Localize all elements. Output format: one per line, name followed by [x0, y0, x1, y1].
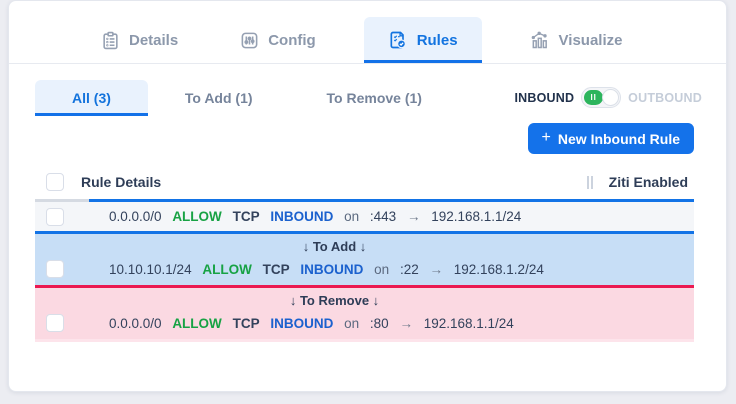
rule-source: 0.0.0.0/0 — [109, 209, 162, 224]
rule-action: ALLOW — [202, 261, 252, 277]
row-checkbox[interactable] — [46, 260, 64, 278]
main-tab-bar: Details Config — [9, 1, 726, 64]
new-inbound-rule-button[interactable]: + New Inbound Rule — [527, 123, 694, 154]
to-remove-section: ↓ To Remove ↓ 0.0.0.0/0 ALLOW TCP INBOUN… — [35, 288, 694, 342]
rule-direction: INBOUND — [300, 261, 364, 277]
toggle-on-indicator: II — [584, 90, 604, 105]
to-remove-section-label: ↓ To Remove ↓ — [289, 293, 380, 308]
rule-on-word: on — [344, 209, 360, 224]
arrow-right-icon: → — [406, 209, 421, 224]
to-add-top-border — [35, 231, 694, 234]
header-underline-gray — [35, 199, 89, 202]
subtab-to-remove[interactable]: To Remove (1) — [290, 80, 459, 116]
rule-details-text: 10.10.10.1/24 ALLOW TCP INBOUND on :22 →… — [109, 262, 551, 277]
rules-panel-card: Details Config — [8, 0, 727, 392]
tab-config-label: Config — [268, 31, 316, 49]
rule-direction: INBOUND — [270, 315, 334, 331]
rule-details-text: 0.0.0.0/0 ALLOW TCP INBOUND on :443 → 19… — [109, 209, 528, 224]
rule-source: 10.10.10.1/24 — [109, 261, 192, 277]
tab-visualize[interactable]: Visualize — [516, 17, 637, 63]
subtab-all[interactable]: All (3) — [35, 80, 148, 116]
row-checkbox[interactable] — [46, 314, 64, 332]
rules-table: Rule Details Ziti Enabled 0.0.0.0/0 ALLO… — [9, 165, 726, 342]
rule-details-text: 0.0.0.0/0 ALLOW TCP INBOUND on :80 → 192… — [109, 316, 521, 331]
button-row: + New Inbound Rule — [9, 116, 726, 157]
header-underline-blue — [89, 199, 694, 202]
to-add-section-label: ↓ To Add ↓ — [302, 239, 367, 254]
subtab-row: All (3) To Add (1) To Remove (1) INBOUND… — [9, 80, 726, 116]
table-row-to-remove[interactable]: 0.0.0.0/0 ALLOW TCP INBOUND on :80 → 192… — [35, 309, 694, 339]
subtab-to-add[interactable]: To Add (1) — [148, 80, 290, 116]
bar-line-chart-icon — [530, 30, 550, 50]
rule-protocol: TCP — [232, 315, 260, 331]
table-row-existing[interactable]: 0.0.0.0/0 ALLOW TCP INBOUND on :443 → 19… — [35, 202, 694, 231]
toggle-knob — [602, 89, 620, 106]
table-row-to-add[interactable]: 10.10.10.1/24 ALLOW TCP INBOUND on :22 →… — [35, 255, 694, 285]
rule-action: ALLOW — [172, 315, 222, 331]
rule-port: :443 — [369, 209, 397, 224]
new-inbound-rule-label: New Inbound Rule — [557, 130, 680, 147]
rule-port: :80 — [369, 315, 389, 331]
arrow-right-icon: → — [399, 315, 413, 331]
rule-filter-tabs: All (3) To Add (1) To Remove (1) — [35, 80, 459, 116]
rule-protocol: TCP — [232, 209, 260, 224]
to-remove-top-border — [35, 285, 694, 288]
subtab-to-add-label: To Add (1) — [184, 90, 253, 106]
tab-config[interactable]: Config — [226, 17, 329, 63]
tab-details-label: Details — [129, 31, 179, 49]
rule-action: ALLOW — [172, 209, 222, 224]
subtab-to-remove-label: To Remove (1) — [326, 90, 422, 106]
header-underline — [35, 199, 694, 202]
tab-rules[interactable]: Rules — [363, 17, 482, 63]
inbound-label: INBOUND — [514, 90, 575, 105]
rule-destination: 192.168.1.1/24 — [423, 315, 514, 331]
clipboard-list-icon — [101, 31, 120, 50]
plus-icon: + — [541, 128, 551, 146]
rule-source: 0.0.0.0/0 — [109, 315, 162, 331]
column-resize-icon[interactable] — [586, 175, 593, 189]
column-header-ziti-enabled: Ziti Enabled — [608, 174, 688, 190]
outbound-label: OUTBOUND — [628, 90, 702, 105]
rule-destination: 192.168.1.1/24 — [431, 209, 522, 224]
rule-on-word: on — [374, 261, 390, 277]
tab-details[interactable]: Details — [87, 17, 192, 63]
sliders-icon — [240, 31, 259, 50]
direction-toggle-group: INBOUND II OUTBOUND — [514, 87, 702, 116]
table-header-row: Rule Details Ziti Enabled — [35, 165, 694, 199]
to-add-section: ↓ To Add ↓ 10.10.10.1/24 ALLOW TCP INBOU… — [35, 234, 694, 285]
select-all-checkbox[interactable] — [46, 173, 64, 191]
rule-protocol: TCP — [262, 261, 290, 277]
row-checkbox[interactable] — [46, 207, 64, 226]
inbound-outbound-toggle[interactable]: II — [581, 87, 622, 108]
rule-direction: INBOUND — [270, 209, 334, 224]
column-header-rule-details: Rule Details — [81, 174, 162, 190]
rule-on-word: on — [344, 315, 360, 331]
rules-shield-icon — [388, 30, 408, 50]
rule-destination: 192.168.1.2/24 — [453, 261, 544, 277]
arrow-right-icon: → — [429, 261, 443, 277]
subtab-all-label: All (3) — [72, 90, 111, 106]
rule-port: :22 — [399, 261, 419, 277]
tab-visualize-label: Visualize — [558, 31, 623, 49]
tab-rules-label: Rules — [416, 31, 458, 49]
